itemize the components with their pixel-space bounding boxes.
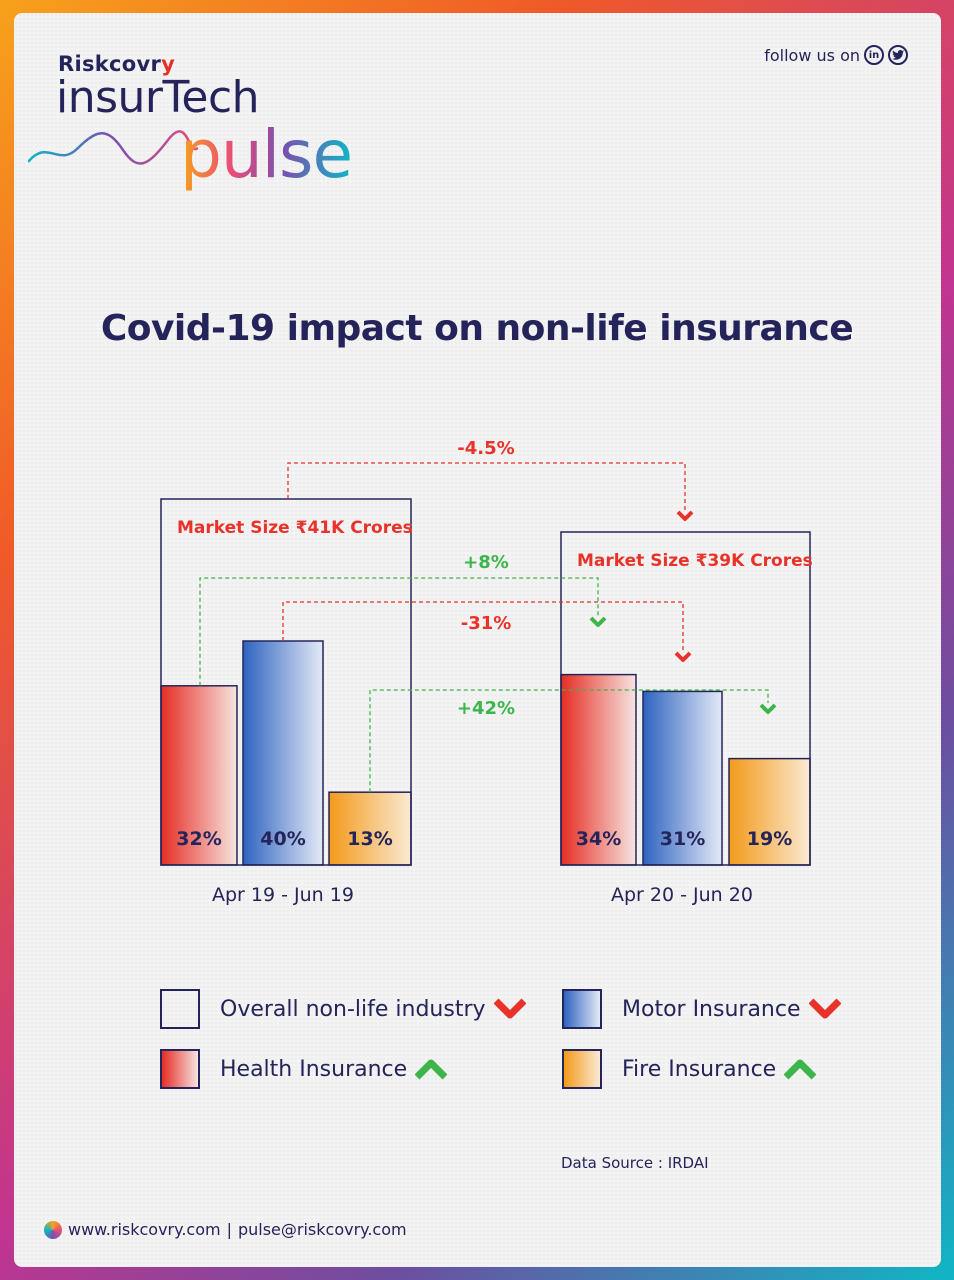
brand-name: Riskcovry xyxy=(58,52,176,76)
legend-health: Health Insurance xyxy=(160,1049,448,1089)
legend-fire-label: Fire Insurance xyxy=(622,1056,777,1082)
website-link[interactable]: www.riskcovry.com xyxy=(68,1220,221,1239)
fire-connector xyxy=(369,689,769,793)
logo-insurtech: insurTech xyxy=(56,72,260,123)
twitter-icon[interactable] xyxy=(888,45,908,65)
footer-separator: | xyxy=(226,1220,232,1239)
footer: www.riskcovry.com | pulse@riskcovry.com xyxy=(44,1220,407,1239)
overall-chevron-down-icon xyxy=(676,510,694,521)
market-box-1 xyxy=(160,498,412,866)
period-label-2: Apr 20 - Jun 20 xyxy=(611,884,753,906)
overall-change-label: -4.5% xyxy=(457,438,514,459)
fire-change-label: +42% xyxy=(457,698,515,719)
legend-fire-swatch xyxy=(562,1049,602,1089)
legend-health-label: Health Insurance xyxy=(220,1056,408,1082)
market-size-label: Market Size ₹41K Crores xyxy=(177,518,413,538)
follow-us: follow us on in xyxy=(764,45,908,65)
motor-chevron-down-icon xyxy=(674,651,692,662)
legend-overall-label: Overall non-life industry xyxy=(220,996,486,1022)
chevron-up-icon xyxy=(415,1059,448,1080)
health-chevron-down-icon xyxy=(589,616,607,627)
bar-health-insurance-2 xyxy=(560,673,637,866)
chevron-down-icon xyxy=(808,998,841,1019)
legend-motor-label: Motor Insurance xyxy=(622,996,801,1022)
motor-change-label: -31% xyxy=(461,613,512,634)
legend-motor-swatch xyxy=(562,989,602,1029)
data-label: 31% xyxy=(660,828,705,850)
email-link[interactable]: pulse@riskcovry.com xyxy=(237,1220,407,1239)
fire-chevron-down-icon xyxy=(759,703,777,714)
data-label: 19% xyxy=(747,828,792,850)
bar-health-insurance-1 xyxy=(160,685,238,866)
legend-health-swatch xyxy=(160,1049,200,1089)
motor-connector xyxy=(282,601,684,651)
linkedin-icon[interactable]: in xyxy=(864,45,884,65)
data-label: 13% xyxy=(347,828,392,850)
overall-connector xyxy=(287,462,686,510)
data-label: 32% xyxy=(176,828,221,850)
data-label: 40% xyxy=(260,828,305,850)
logo-pulse: pulse xyxy=(180,116,353,193)
page-title: Covid-19 impact on non-life insurance xyxy=(100,308,854,349)
follow-label: follow us on xyxy=(764,45,860,65)
bar-motor-insurance-2 xyxy=(642,690,723,866)
content-card xyxy=(14,13,941,1267)
bar-motor-insurance-1 xyxy=(242,640,324,866)
market-box-2 xyxy=(560,531,811,866)
health-change-label: +8% xyxy=(463,552,509,573)
market-size-label: Market Size ₹39K Crores xyxy=(577,551,813,571)
period-label-1: Apr 19 - Jun 19 xyxy=(212,884,354,906)
bar-fire-insurance-2 xyxy=(728,757,811,866)
chevron-down-icon xyxy=(493,998,526,1019)
legend-fire: Fire Insurance xyxy=(562,1049,817,1089)
wave-icon xyxy=(28,130,198,165)
data-source: Data Source : IRDAI xyxy=(561,1154,709,1172)
chevron-up-icon xyxy=(784,1059,817,1080)
globe-icon xyxy=(44,1220,62,1239)
legend-motor: Motor Insurance xyxy=(562,989,841,1029)
legend-overall-swatch xyxy=(160,989,200,1029)
legend-overall: Overall non-life industry xyxy=(160,989,526,1029)
data-label: 34% xyxy=(576,828,621,850)
